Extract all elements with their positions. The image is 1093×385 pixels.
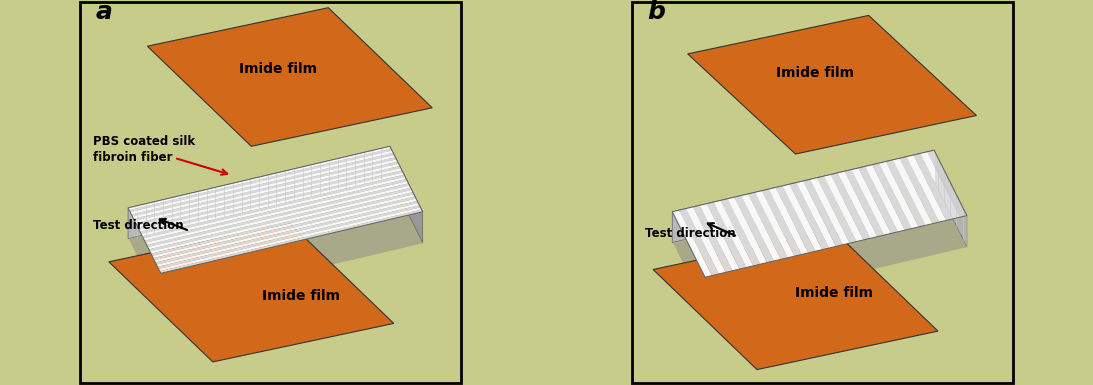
Polygon shape <box>109 223 393 362</box>
Polygon shape <box>755 191 795 258</box>
Polygon shape <box>837 171 878 238</box>
Polygon shape <box>673 181 967 309</box>
Polygon shape <box>893 158 932 225</box>
Polygon shape <box>129 149 392 212</box>
Text: Test direction: Test direction <box>645 227 736 240</box>
Polygon shape <box>130 151 393 214</box>
Text: Imide film: Imide film <box>262 290 340 303</box>
Polygon shape <box>138 166 401 230</box>
Polygon shape <box>133 157 397 221</box>
Polygon shape <box>714 201 753 268</box>
Polygon shape <box>154 199 418 263</box>
Polygon shape <box>149 188 412 251</box>
Polygon shape <box>866 165 905 232</box>
Polygon shape <box>783 184 822 251</box>
Polygon shape <box>134 159 398 223</box>
Polygon shape <box>748 192 788 259</box>
Polygon shape <box>150 190 413 254</box>
Polygon shape <box>776 186 815 253</box>
Polygon shape <box>129 177 423 305</box>
Polygon shape <box>148 186 411 249</box>
Polygon shape <box>920 152 960 219</box>
Polygon shape <box>927 150 967 217</box>
Polygon shape <box>139 168 402 232</box>
Polygon shape <box>900 157 939 224</box>
Polygon shape <box>155 201 419 264</box>
Polygon shape <box>142 175 406 238</box>
Polygon shape <box>816 176 857 243</box>
Polygon shape <box>136 162 399 225</box>
Polygon shape <box>672 210 712 277</box>
Polygon shape <box>734 196 774 263</box>
Polygon shape <box>141 172 404 236</box>
Polygon shape <box>156 203 420 267</box>
Polygon shape <box>728 197 767 264</box>
Polygon shape <box>672 150 935 243</box>
Polygon shape <box>146 183 410 247</box>
Polygon shape <box>831 173 870 240</box>
Polygon shape <box>151 192 414 256</box>
Text: Imide film: Imide film <box>239 62 317 76</box>
Polygon shape <box>693 205 732 272</box>
Polygon shape <box>720 199 760 266</box>
Text: Test direction: Test direction <box>93 219 184 233</box>
Text: Imide film: Imide film <box>776 66 854 80</box>
Polygon shape <box>858 166 898 233</box>
Polygon shape <box>137 164 400 228</box>
Polygon shape <box>390 146 423 243</box>
Polygon shape <box>687 15 976 154</box>
Polygon shape <box>128 146 391 210</box>
Polygon shape <box>143 177 407 241</box>
Polygon shape <box>700 204 740 271</box>
Polygon shape <box>797 181 836 248</box>
Polygon shape <box>803 179 843 246</box>
Polygon shape <box>872 163 912 230</box>
FancyBboxPatch shape <box>80 2 461 383</box>
Polygon shape <box>160 209 423 273</box>
Text: a: a <box>95 0 113 24</box>
Polygon shape <box>914 153 953 221</box>
Polygon shape <box>845 170 884 237</box>
Polygon shape <box>679 209 719 276</box>
Polygon shape <box>886 160 926 227</box>
Polygon shape <box>152 194 415 258</box>
Polygon shape <box>879 161 918 229</box>
Polygon shape <box>935 150 967 246</box>
FancyBboxPatch shape <box>632 2 1013 383</box>
Polygon shape <box>140 170 403 234</box>
Polygon shape <box>741 194 780 261</box>
Polygon shape <box>762 189 801 256</box>
Polygon shape <box>144 179 408 243</box>
Polygon shape <box>707 202 747 269</box>
Polygon shape <box>789 182 830 249</box>
Text: PBS coated silk
fibroin fiber: PBS coated silk fibroin fiber <box>93 135 196 164</box>
Polygon shape <box>148 8 432 146</box>
Polygon shape <box>158 208 422 271</box>
Polygon shape <box>131 153 395 217</box>
Text: b: b <box>647 0 666 24</box>
Text: Imide film: Imide film <box>795 286 873 300</box>
Polygon shape <box>686 207 726 274</box>
Polygon shape <box>810 178 849 245</box>
Polygon shape <box>132 155 396 219</box>
Polygon shape <box>824 174 863 241</box>
Polygon shape <box>145 181 409 245</box>
Polygon shape <box>906 155 947 222</box>
Polygon shape <box>653 231 938 370</box>
Polygon shape <box>768 187 809 254</box>
Polygon shape <box>128 146 390 239</box>
Polygon shape <box>157 205 421 269</box>
Polygon shape <box>153 196 416 260</box>
Polygon shape <box>851 168 891 235</box>
